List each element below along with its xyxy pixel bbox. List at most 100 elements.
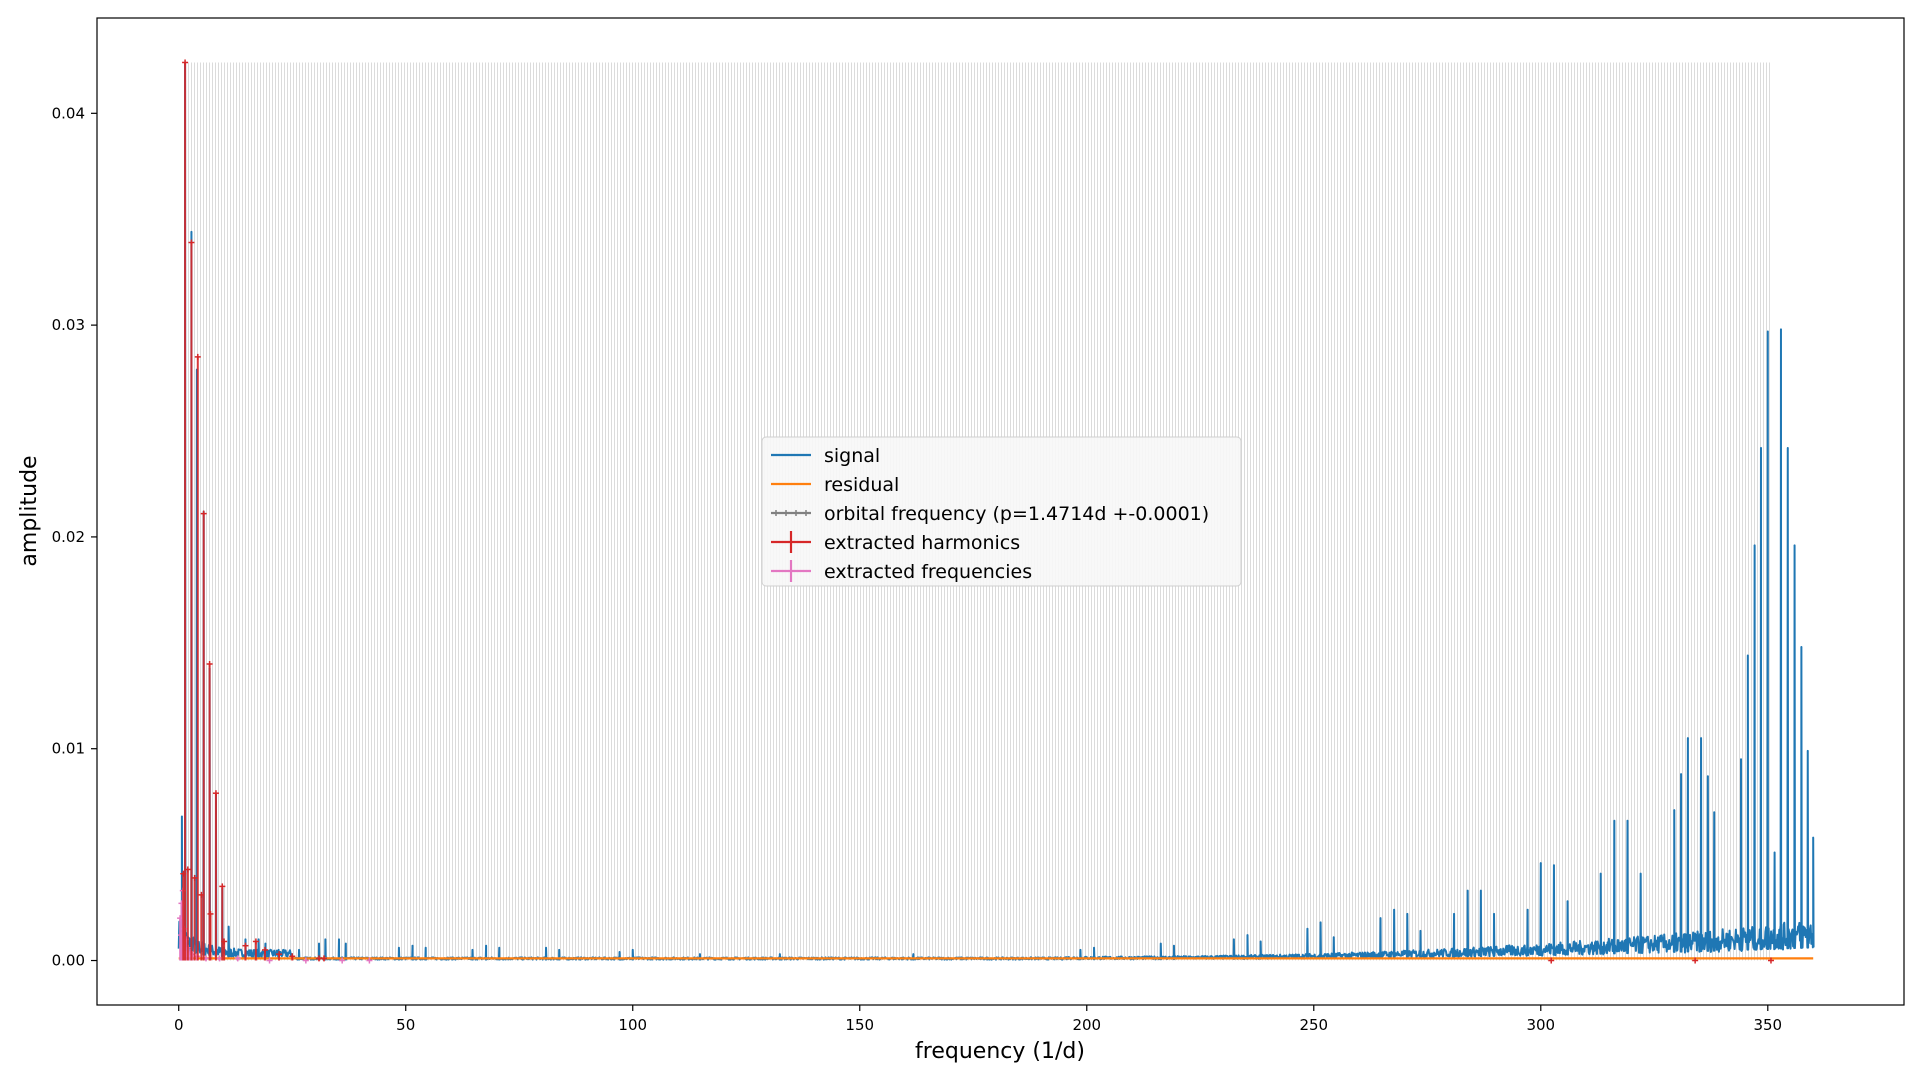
frequency-point-14 bbox=[266, 957, 273, 964]
legend-entry-1: residual bbox=[771, 474, 899, 496]
signal-peak-73 bbox=[1806, 750, 1809, 752]
signal-peak-14 bbox=[318, 942, 320, 945]
harmonic-point-3 bbox=[200, 510, 207, 961]
signal-peak-68 bbox=[1773, 851, 1776, 854]
x-tick-label-5: 250 bbox=[1299, 1016, 1328, 1034]
y-tick-label-1: 0.01 bbox=[52, 740, 85, 758]
signal-peak-13 bbox=[298, 949, 300, 951]
harmonic-point-19 bbox=[321, 955, 328, 962]
signal-peak-33 bbox=[1159, 942, 1162, 945]
harmonic-point-2 bbox=[194, 353, 201, 961]
signal-peak-56 bbox=[1639, 872, 1642, 875]
harmonic-point-17 bbox=[289, 953, 296, 961]
harmonic-point-1 bbox=[188, 239, 195, 961]
legend-label-3: extracted harmonics bbox=[824, 532, 1020, 554]
x-tick-label-4: 200 bbox=[1072, 1016, 1101, 1034]
signal-peak-50 bbox=[1539, 862, 1542, 864]
signal-peak-18 bbox=[398, 947, 400, 949]
signal-peak-70 bbox=[1786, 447, 1789, 449]
harmonic-series bbox=[180, 59, 1774, 964]
signal-peak-22 bbox=[485, 944, 487, 947]
signal-peak-20 bbox=[424, 947, 427, 949]
legend-entry-2: orbital frequency (p=1.4714d +-0.0001) bbox=[771, 503, 1209, 525]
legend-label-1: residual bbox=[824, 474, 899, 496]
y-axis-label: amplitude bbox=[17, 455, 42, 566]
harmonic-point-20 bbox=[1548, 957, 1555, 964]
harmonic-point-9 bbox=[191, 874, 198, 961]
x-axis-label: frequency (1/d) bbox=[915, 1039, 1085, 1064]
signal-peak-32 bbox=[1093, 947, 1095, 949]
signal-peak-58 bbox=[1680, 773, 1682, 775]
harmonic-point-8 bbox=[184, 866, 191, 961]
signal-peak-9 bbox=[244, 938, 247, 941]
signal-peak-8 bbox=[227, 925, 230, 928]
signal-peak-42 bbox=[1393, 908, 1395, 911]
y-axis: 0.00 0.01 0.02 0.03 0.04 bbox=[52, 104, 97, 970]
y-tick-label-3: 0.03 bbox=[52, 316, 85, 334]
harmonic-point-12 bbox=[221, 938, 228, 961]
signal-peak-64 bbox=[1747, 654, 1749, 657]
signal-peak-55 bbox=[1626, 819, 1629, 822]
signal-peak-61 bbox=[1707, 775, 1709, 778]
signal-peak-46 bbox=[1466, 889, 1469, 892]
signal-peak-43 bbox=[1406, 913, 1409, 915]
harmonic-point-15 bbox=[261, 946, 268, 961]
signal-peak-15 bbox=[324, 938, 327, 941]
harmonic-point-7 bbox=[180, 870, 187, 961]
signal-peak-28 bbox=[699, 953, 701, 955]
harmonic-point-21 bbox=[1692, 957, 1699, 964]
signal-peak-36 bbox=[1246, 934, 1249, 936]
signal-peak-66 bbox=[1760, 447, 1762, 449]
x-tick-label-0: 0 bbox=[174, 1016, 184, 1034]
signal-peak-48 bbox=[1493, 913, 1495, 915]
legend-entry-3: extracted harmonics bbox=[771, 531, 1020, 554]
signal-peak-12 bbox=[277, 949, 280, 951]
harmonic-point-13 bbox=[242, 942, 249, 961]
harmonic-point-0 bbox=[182, 59, 189, 961]
harmonic-point-5 bbox=[212, 790, 219, 961]
x-tick-label-3: 150 bbox=[845, 1016, 874, 1034]
x-tick-label-2: 100 bbox=[618, 1016, 647, 1034]
frequency-point-15 bbox=[302, 957, 309, 964]
signal-peak-52 bbox=[1566, 900, 1569, 903]
signal-peak-60 bbox=[1700, 737, 1702, 739]
legend-entry-4: extracted frequencies bbox=[771, 560, 1032, 583]
signal-peak-11 bbox=[264, 942, 267, 945]
frequency-point-17 bbox=[366, 957, 373, 964]
x-tick-label-7: 350 bbox=[1753, 1016, 1782, 1034]
signal-peak-16 bbox=[338, 938, 340, 941]
signal-peak-35 bbox=[1233, 938, 1235, 941]
signal-peak-31 bbox=[1079, 949, 1082, 951]
signal-peak-2 bbox=[190, 231, 193, 233]
legend-entry-0: signal bbox=[771, 445, 880, 467]
signal-peak-53 bbox=[1599, 872, 1602, 875]
signal-peak-17 bbox=[345, 942, 347, 945]
signal-peak-26 bbox=[618, 951, 621, 953]
signal-peak-44 bbox=[1419, 930, 1422, 932]
signal-peak-39 bbox=[1319, 921, 1322, 924]
harmonic-point-14 bbox=[252, 938, 259, 961]
y-tick-label-4: 0.04 bbox=[52, 104, 85, 122]
signal-peak-49 bbox=[1526, 908, 1529, 911]
plot-frame bbox=[96, 17, 1905, 1006]
signal-peak-59 bbox=[1687, 737, 1689, 739]
plot-area bbox=[177, 59, 1815, 964]
signal-peak-29 bbox=[779, 953, 781, 955]
y-tick-label-0: 0.00 bbox=[52, 952, 85, 970]
legend-box bbox=[761, 436, 1242, 587]
signal-peak-38 bbox=[1306, 927, 1309, 930]
signal-peak-45 bbox=[1453, 913, 1455, 915]
signal-peak-51 bbox=[1553, 864, 1555, 867]
harmonic-point-11 bbox=[207, 910, 214, 961]
legend-label-0: signal bbox=[824, 445, 880, 467]
signal-peak-27 bbox=[631, 949, 634, 951]
signal-peak-24 bbox=[545, 947, 547, 949]
harmonic-point-22 bbox=[1767, 957, 1774, 964]
signal-peak-41 bbox=[1379, 917, 1382, 919]
signal-peak-34 bbox=[1173, 944, 1175, 947]
signal-peak-0 bbox=[181, 815, 183, 818]
signal-peak-21 bbox=[471, 949, 474, 951]
signal-peak-67 bbox=[1766, 330, 1769, 333]
signal-peak-19 bbox=[411, 944, 414, 947]
